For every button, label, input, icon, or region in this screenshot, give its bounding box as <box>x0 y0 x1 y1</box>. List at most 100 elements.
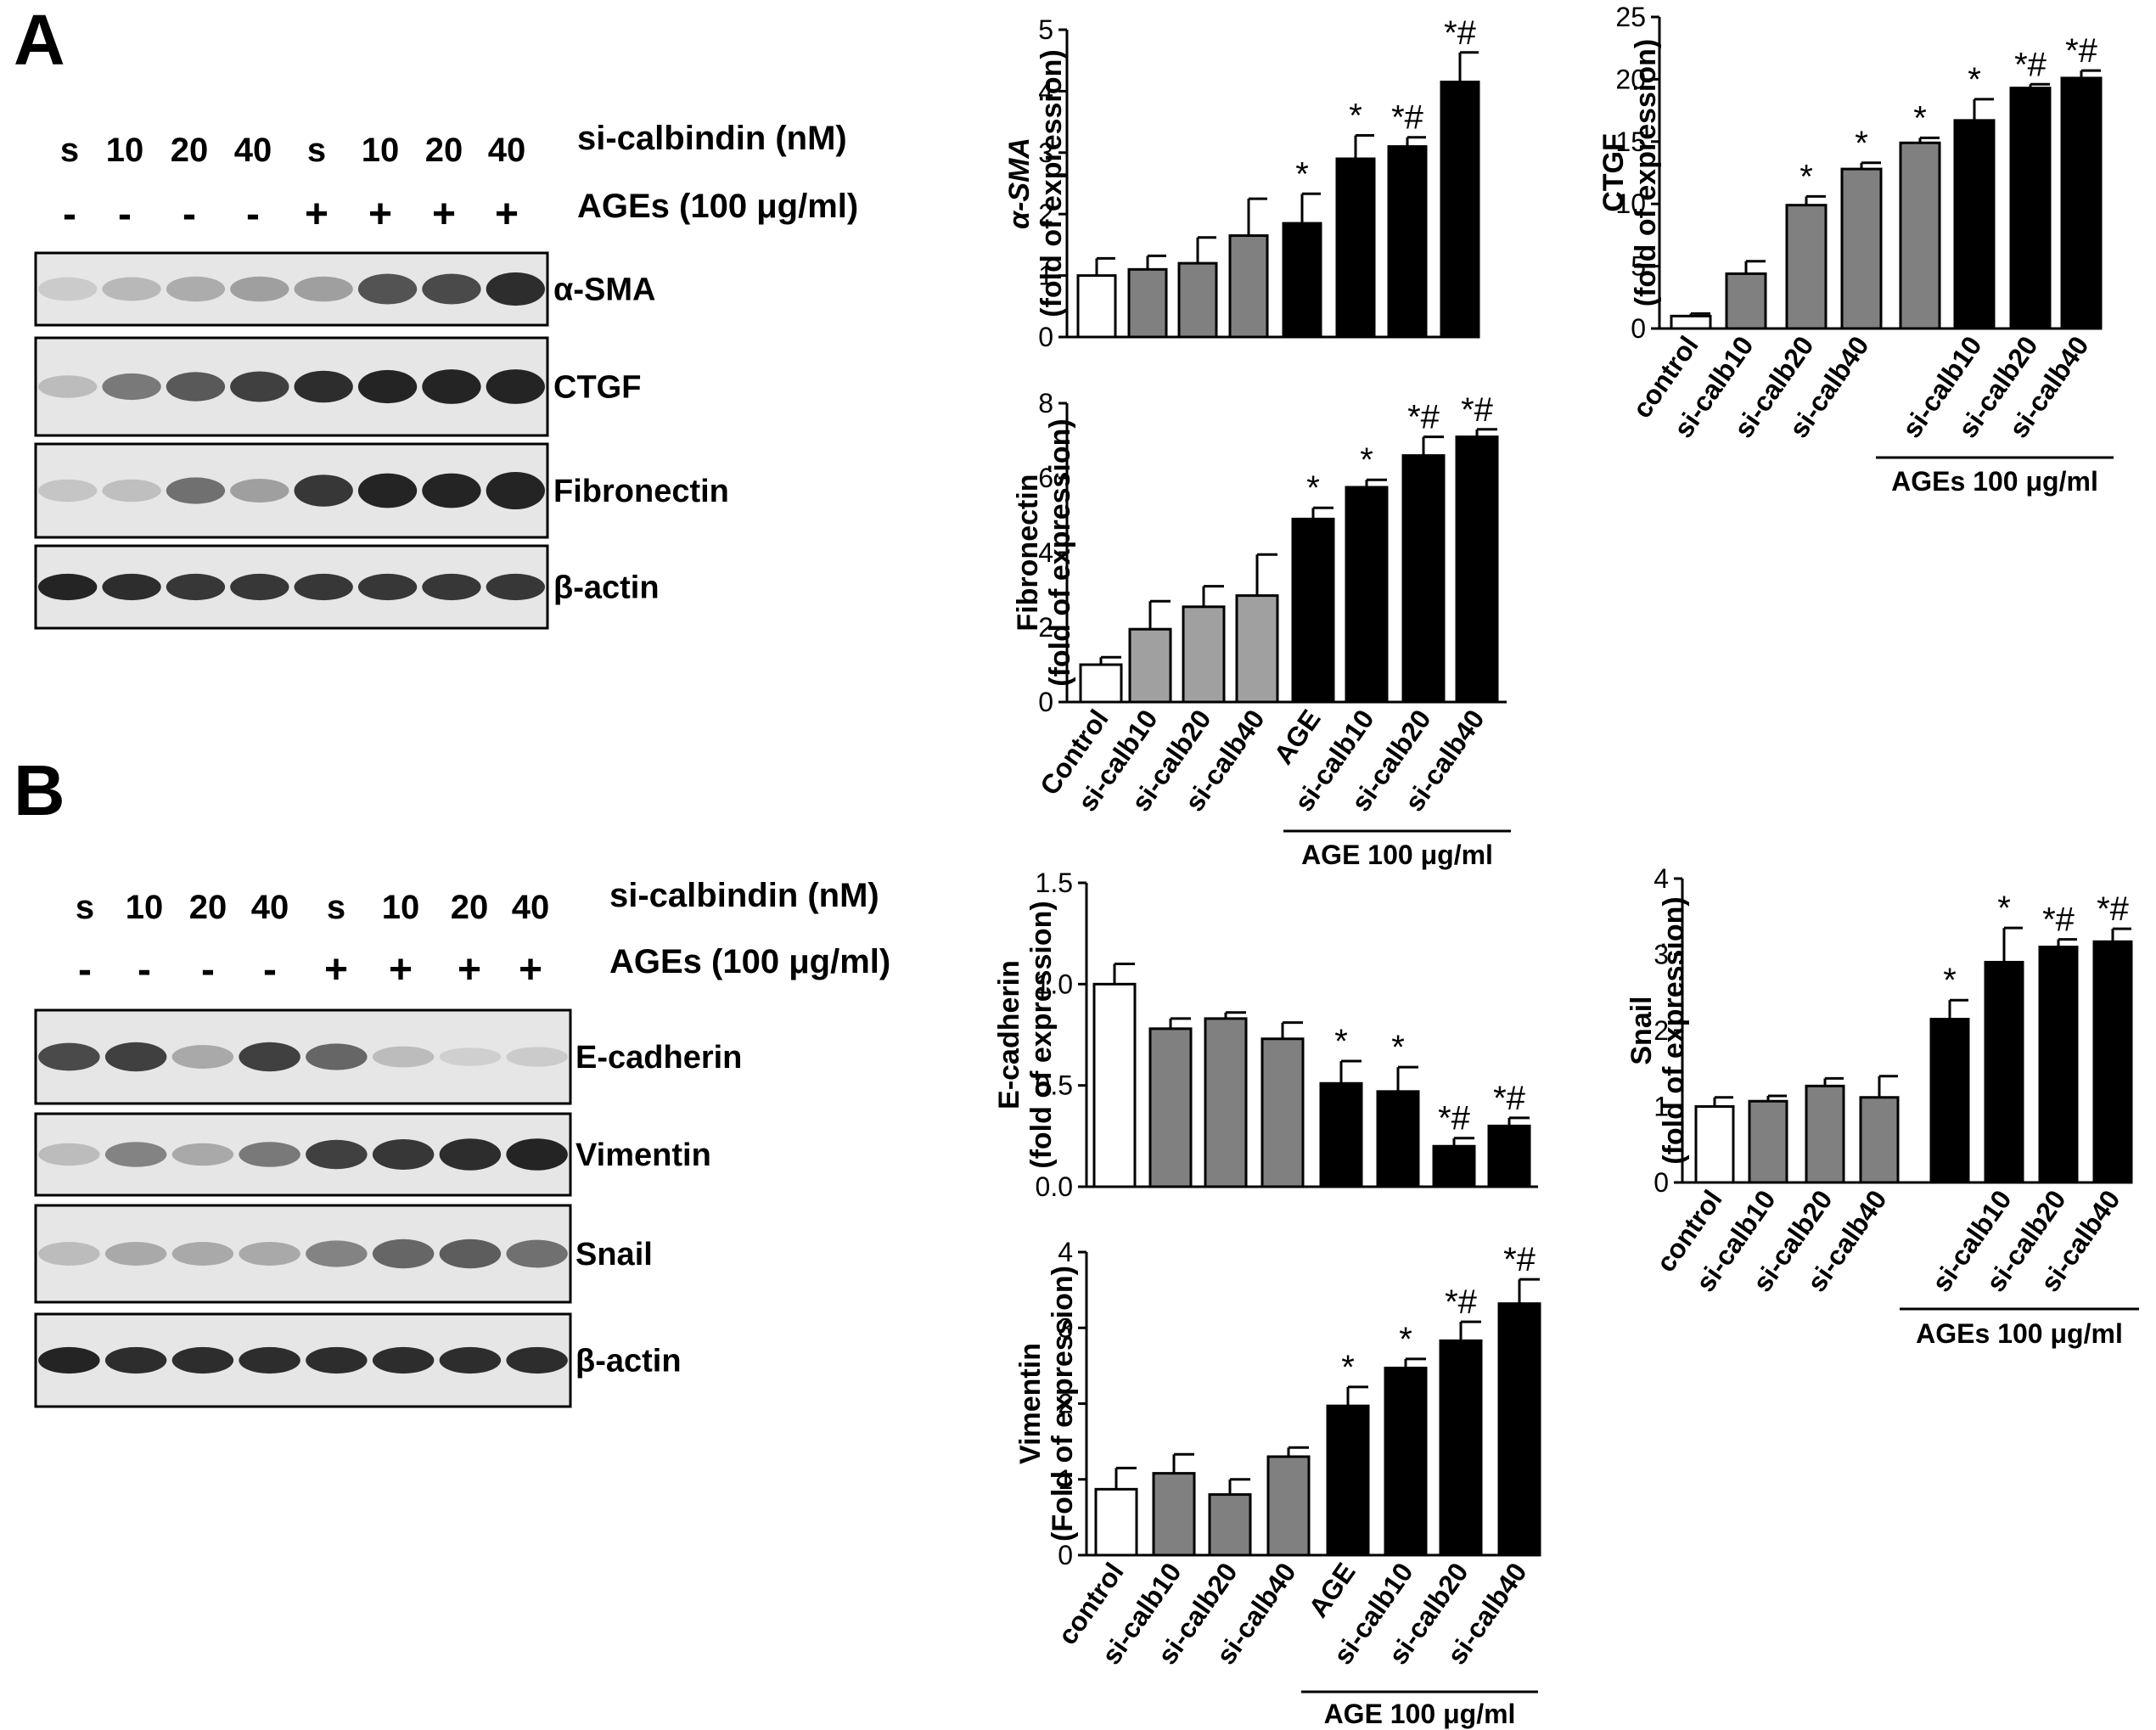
blot-row-label: Snail <box>575 1237 653 1272</box>
blot-band <box>506 1346 568 1374</box>
bar <box>1092 982 1137 1188</box>
blot-band <box>294 475 353 507</box>
significance-mark: *# <box>1438 1100 1471 1137</box>
bar <box>1929 1018 1970 1184</box>
category-label: AGE <box>1302 1557 1361 1622</box>
significance-mark: *# <box>2014 46 2047 83</box>
ages-sign: + <box>458 947 481 992</box>
ages-sign: + <box>495 192 519 237</box>
blot-band <box>38 1143 100 1166</box>
ages-sign: - <box>246 192 260 237</box>
lane-label: 20 <box>189 889 227 926</box>
blot-band <box>166 573 226 601</box>
lane-label: 20 <box>451 889 489 926</box>
blot-band <box>506 1047 568 1067</box>
y-tick-label: 5 <box>1631 251 1646 282</box>
bar <box>1345 486 1389 704</box>
bar <box>1384 1367 1428 1557</box>
bar <box>2060 76 2103 330</box>
blot-band <box>306 1346 368 1374</box>
significance-mark: *# <box>1391 99 1424 137</box>
y-tick-label: 4 <box>1058 1237 1073 1267</box>
y-axis-title: Snail <box>1625 996 1658 1064</box>
significance-mark: * <box>1913 99 1927 137</box>
blot-band <box>439 1239 502 1269</box>
significance-mark: * <box>1968 61 1981 98</box>
blot-band <box>357 369 418 404</box>
y-tick-label: 0 <box>1631 313 1646 344</box>
bar <box>1260 1037 1305 1188</box>
significance-mark: *# <box>1503 1241 1536 1278</box>
bar <box>1326 1404 1370 1557</box>
group-label: AGE 100 μg/ml <box>1324 1699 1516 1729</box>
blot-band <box>38 479 98 503</box>
y-tick-label: 0 <box>1058 1540 1073 1570</box>
y-tick-label: 0 <box>1038 687 1053 717</box>
y-tick-label: 4 <box>1038 76 1053 106</box>
dose-label: si-calbindin (nM) <box>577 120 847 157</box>
ages-sign: + <box>389 947 413 992</box>
y-axis-title: (fold of expression) <box>1630 39 1662 306</box>
ages-sign: - <box>182 192 196 237</box>
blot-band <box>166 276 226 302</box>
blot-row-label: Vimentin <box>575 1137 711 1173</box>
significance-mark: * <box>1349 98 1362 135</box>
y-tick-label: 0 <box>1038 322 1053 352</box>
bar <box>1984 960 2024 1184</box>
y-axis-title: (fold of expression) <box>1658 896 1690 1164</box>
ages-sign: + <box>305 192 328 237</box>
dose-label: si-calbindin (nM) <box>609 877 879 914</box>
bar <box>1291 517 1335 704</box>
significance-mark: * <box>1997 890 2011 927</box>
lane-label: s <box>327 889 345 926</box>
blot-row-label: β-actin <box>575 1344 682 1379</box>
bar <box>1228 234 1269 339</box>
blot-band <box>239 1142 300 1167</box>
chart-ecadherin: 0.0 0.5 1.0 1.5 E-cadherin (fold of expressio… <box>993 868 1538 1202</box>
lane-label: 10 <box>382 889 420 926</box>
bar <box>1748 1099 1788 1184</box>
y-tick-label: 15 <box>1615 126 1646 157</box>
bar <box>1335 157 1376 339</box>
blot-band <box>104 1346 167 1374</box>
blot-band <box>372 1139 435 1170</box>
blot-band <box>422 573 481 601</box>
bar <box>1899 141 1941 330</box>
blot-band <box>166 372 226 402</box>
bar <box>1670 314 1712 330</box>
bar <box>1079 663 1123 704</box>
blot-band <box>171 1242 234 1266</box>
blot-band <box>306 1043 368 1070</box>
blot-band <box>506 1239 568 1268</box>
lane-label: 10 <box>362 132 400 169</box>
bar <box>1182 605 1226 704</box>
ages-label: AGEs (100 μg/ml) <box>577 188 858 225</box>
blot-band <box>104 1142 167 1167</box>
bar <box>1953 119 1996 330</box>
blot-band <box>38 1042 100 1071</box>
blot-band <box>306 1240 368 1267</box>
bar <box>1432 1144 1476 1188</box>
y-tick-label: 3 <box>1058 1312 1073 1343</box>
y-axis-title: (fold of expression) <box>1044 418 1076 686</box>
significance-mark: *# <box>1445 1283 1478 1321</box>
bar <box>1282 222 1322 339</box>
bar <box>1387 145 1428 339</box>
blot-band <box>239 1042 300 1072</box>
significance-mark: * <box>1334 1023 1348 1060</box>
y-tick-label: 8 <box>1038 388 1053 418</box>
chart-fibronectin: 0 2 4 6 8 Fibronectin (fold of expression) * * *#… <box>1012 388 1511 870</box>
bar <box>1725 272 1767 330</box>
bar <box>1152 1472 1196 1557</box>
y-tick-label: 3 <box>1038 138 1053 168</box>
blot-band <box>104 1242 167 1266</box>
significance-mark: *# <box>1493 1080 1526 1117</box>
bar <box>1440 81 1480 339</box>
blot-band <box>357 473 418 508</box>
blot-band <box>230 371 289 402</box>
lane-label: 40 <box>234 132 272 169</box>
y-axis-title: Vimentin <box>1014 1343 1047 1464</box>
blot-band <box>422 273 481 305</box>
